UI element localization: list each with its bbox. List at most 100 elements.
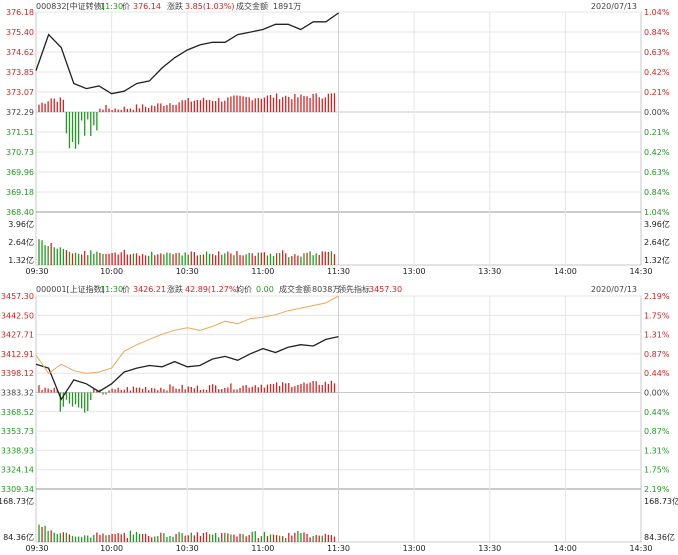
panel0-time-tick: 10:30 xyxy=(176,267,199,276)
panel0-right-tick: 0.63% xyxy=(644,48,670,57)
panel1-price: 3426.21 xyxy=(133,285,166,294)
panel1-turnover-label: 成交金额 xyxy=(279,284,311,294)
panel1-right-tick: 0.87% xyxy=(644,427,670,436)
panel1-right-tick: 1.75% xyxy=(644,311,670,320)
panel0-time-tick: 13:00 xyxy=(403,267,426,276)
panel0-right-tick: 0.84% xyxy=(644,28,670,37)
panel0-vol-left-tick: 3.96亿 xyxy=(8,219,34,229)
panel1-right-tick: 2.19% xyxy=(644,292,670,301)
panel0-left-tick: 372.29 xyxy=(6,108,34,117)
panel0-right-tick: 0.42% xyxy=(644,148,670,157)
panel1-right-tick: 1.31% xyxy=(644,446,670,455)
panel0-price-line xyxy=(35,12,339,95)
panel0-left-tick: 376.18 xyxy=(6,8,34,17)
panel1-vol-left-tick: 84.36亿 xyxy=(3,532,34,542)
panel0-vol-right-tick: 3.96亿 xyxy=(644,219,670,229)
panel1-left-tick: 3412.91 xyxy=(1,350,34,359)
panel0-turnover: 1891万 xyxy=(273,2,301,11)
panel1-right-tick: 1.75% xyxy=(644,466,670,475)
panel1-left-tick: 3368.52 xyxy=(1,408,34,417)
panel1-right-tick: 0.44% xyxy=(644,369,670,378)
panel1-right-tick: 1.31% xyxy=(644,331,670,340)
panel1-time-tick: 09:30 xyxy=(25,544,48,553)
panel0-time: 11:30 xyxy=(100,2,123,11)
panel0-left-tick: 369.96 xyxy=(6,168,34,177)
panel0-left-tick: 373.85 xyxy=(6,68,34,77)
panel1-price-label: 价 xyxy=(122,285,130,294)
panel0-change: 3.85(1.03%) xyxy=(185,2,234,11)
panel1-code: 000001[上证指数] xyxy=(36,284,105,294)
panel0-time-tick: 14:30 xyxy=(629,267,652,276)
panel0-time-tick: 09:30 xyxy=(25,267,48,276)
panel0-vol-right-tick: 2.64亿 xyxy=(644,237,670,247)
panel1-lead: 3457.30 xyxy=(369,285,402,294)
panel1-lead-line xyxy=(35,295,339,375)
panel0-vol-left-tick: 1.32亿 xyxy=(8,255,34,265)
panel0-left-tick: 371.51 xyxy=(6,128,34,137)
panel1-lead-label: 领先指标 xyxy=(338,284,370,294)
panel1-avg: 0.00 xyxy=(256,285,274,294)
panel-shanghai-composite: 000001[上证指数] 11:30 价 3426.21 涨跌 42.89(1.… xyxy=(0,284,678,553)
panel1-right-tick: 0.87% xyxy=(644,350,670,359)
panel0-right-tick: 0.42% xyxy=(644,68,670,77)
panel0-time-tick: 10:00 xyxy=(100,267,123,276)
panel0-time-tick: 11:30 xyxy=(327,267,350,276)
panel1-right-tick: 0.00% xyxy=(644,389,670,398)
panel0-right-tick: 1.04% xyxy=(644,208,670,217)
panel1-vol-left-tick: 168.73亿 xyxy=(0,496,34,506)
panel0-left-tick: 368.40 xyxy=(6,208,34,217)
panel1-right-tick: 0.44% xyxy=(644,408,670,417)
panel1-time-tick: 13:00 xyxy=(403,544,426,553)
panel1-left-tick: 3338.93 xyxy=(1,446,34,455)
panel0-code: 000832[中证转债] xyxy=(36,1,105,11)
panel1-left-tick: 3457.30 xyxy=(1,292,34,301)
panel1-left-tick: 3427.71 xyxy=(1,331,34,340)
panel1-left-tick: 3324.14 xyxy=(1,466,34,475)
panel0-left-tick: 369.18 xyxy=(6,188,34,197)
panel1-time-tick: 14:30 xyxy=(629,544,652,553)
panel1-time-tick: 10:30 xyxy=(176,544,199,553)
panel0-price: 376.14 xyxy=(133,2,161,11)
panel-zhongzheng-convertible: 000832[中证转债] 11:30 价 376.14 涨跌 3.85(1.03… xyxy=(6,1,670,276)
panel1-left-tick: 3442.50 xyxy=(1,311,34,320)
panel0-left-tick: 375.40 xyxy=(6,28,34,37)
panel0-time-tick: 13:30 xyxy=(478,267,501,276)
panel1-vol-right-tick: 168.73亿 xyxy=(644,496,678,506)
panel0-turnover-label: 成交金额 xyxy=(236,1,268,11)
panel1-vol-right-tick: 84.36亿 xyxy=(644,532,675,542)
panel0-date: 2020/07/13 xyxy=(591,2,637,11)
panel1-time: 11:30 xyxy=(100,285,123,294)
panel1-left-tick: 3353.73 xyxy=(1,427,34,436)
panel1-time-tick: 14:00 xyxy=(554,544,577,553)
panel1-left-tick: 3309.34 xyxy=(1,485,34,494)
panel1-left-tick: 3383.32 xyxy=(1,389,34,398)
panel0-vol-left-tick: 2.64亿 xyxy=(8,237,34,247)
panel0-right-tick: 0.63% xyxy=(644,168,670,177)
panel1-time-tick: 13:30 xyxy=(478,544,501,553)
panel0-left-tick: 370.73 xyxy=(6,148,34,157)
panel1-right-tick: 2.19% xyxy=(644,485,670,494)
panel1-left-tick: 3398.12 xyxy=(1,369,34,378)
panel0-price-label: 价 xyxy=(122,2,130,11)
panel1-change-label: 涨跌 xyxy=(167,284,183,294)
panel0-right-tick: 0.84% xyxy=(644,188,670,197)
panel0-right-tick: 0.21% xyxy=(644,88,670,97)
panel0-left-tick: 373.07 xyxy=(6,88,34,97)
panel0-right-tick: 0.21% xyxy=(644,128,670,137)
panel0-time-tick: 14:00 xyxy=(554,267,577,276)
panel1-avg-label: 均价 xyxy=(236,284,252,294)
panel1-turnover: 8038万 xyxy=(312,285,340,294)
panel0-left-tick: 374.62 xyxy=(6,48,34,57)
panel0-time-tick: 11:00 xyxy=(251,267,274,276)
panel1-price-line xyxy=(35,335,339,401)
panel0-vol-right-tick: 1.32亿 xyxy=(644,255,670,265)
panel1-time-tick: 11:30 xyxy=(327,544,350,553)
panel0-right-tick: 0.00% xyxy=(644,108,670,117)
panel1-change: 42.89(1.27%) xyxy=(185,285,240,294)
panel0-right-tick: 1.04% xyxy=(644,8,670,17)
panel1-time-tick: 10:00 xyxy=(100,544,123,553)
panel0-change-label: 涨跌 xyxy=(167,1,183,11)
panel1-date: 2020/07/13 xyxy=(591,285,637,294)
panel1-time-tick: 11:00 xyxy=(251,544,274,553)
